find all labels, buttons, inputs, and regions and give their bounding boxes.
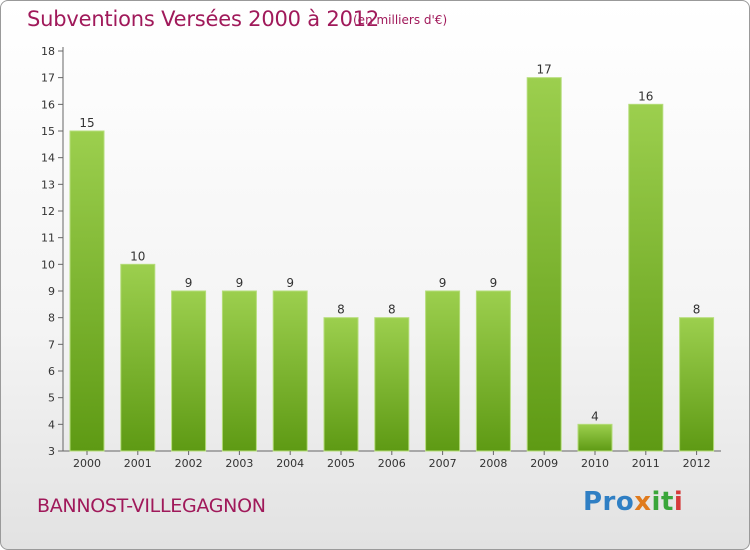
y-tick-label: 3 bbox=[48, 445, 55, 458]
bar bbox=[679, 317, 715, 452]
y-tick-label: 13 bbox=[41, 178, 55, 191]
y-tick-label: 10 bbox=[41, 258, 55, 271]
x-tick-label: 2005 bbox=[327, 457, 355, 470]
x-tick-label: 2006 bbox=[378, 457, 406, 470]
y-tick-label: 17 bbox=[41, 72, 55, 85]
x-tick-label: 2012 bbox=[683, 457, 711, 470]
bar bbox=[69, 130, 105, 452]
bar bbox=[425, 290, 461, 452]
y-tick-label: 11 bbox=[41, 232, 55, 245]
proxiti-logo: Proxiti bbox=[583, 487, 683, 517]
x-tick-label: 2000 bbox=[73, 457, 101, 470]
x-tick-label: 2001 bbox=[124, 457, 152, 470]
x-tick-label: 2007 bbox=[429, 457, 457, 470]
logo-part: Pro bbox=[583, 487, 635, 517]
bar-value-label: 8 bbox=[337, 303, 345, 317]
y-tick-label: 4 bbox=[48, 418, 55, 431]
x-tick-label: 2004 bbox=[276, 457, 304, 470]
y-tick-label: 8 bbox=[48, 312, 55, 325]
bar bbox=[526, 77, 562, 452]
bar-value-label: 16 bbox=[638, 89, 653, 103]
logo-part: x bbox=[634, 487, 652, 517]
x-tick-label: 2009 bbox=[530, 457, 558, 470]
bar bbox=[120, 263, 156, 452]
y-tick-label: 7 bbox=[48, 338, 55, 351]
bar bbox=[221, 290, 257, 452]
chart-unit: (en milliers d'€) bbox=[353, 13, 448, 27]
commune-name: BANNOST-VILLEGAGNON bbox=[37, 495, 266, 517]
bar-value-label: 9 bbox=[490, 276, 498, 290]
bar bbox=[475, 290, 511, 452]
y-tick-label: 12 bbox=[41, 205, 55, 218]
bar-value-label: 17 bbox=[537, 63, 552, 77]
y-tick-label: 6 bbox=[48, 365, 55, 378]
logo-part: i bbox=[673, 487, 684, 517]
y-tick-label: 9 bbox=[48, 285, 55, 298]
y-tick-label: 5 bbox=[48, 392, 55, 405]
bar-value-label: 8 bbox=[693, 303, 701, 317]
y-tick-label: 16 bbox=[41, 98, 55, 111]
x-tick-label: 2008 bbox=[479, 457, 507, 470]
bar-value-label: 8 bbox=[388, 303, 396, 317]
y-tick-label: 14 bbox=[41, 152, 55, 165]
bar-value-label: 4 bbox=[591, 409, 599, 423]
x-tick-label: 2010 bbox=[581, 457, 609, 470]
x-tick-label: 2002 bbox=[175, 457, 203, 470]
x-tick-label: 2011 bbox=[632, 457, 660, 470]
x-tick-label: 2003 bbox=[225, 457, 253, 470]
bar bbox=[272, 290, 308, 452]
bar bbox=[323, 317, 359, 452]
logo-part: it bbox=[651, 487, 674, 517]
bar-value-label: 10 bbox=[130, 249, 145, 263]
bar-value-label: 9 bbox=[185, 276, 193, 290]
y-tick-label: 15 bbox=[41, 125, 55, 138]
bar-value-label: 9 bbox=[236, 276, 244, 290]
bar bbox=[628, 103, 664, 452]
chart-title: Subventions Versées 2000 à 2012 bbox=[27, 7, 380, 31]
bar bbox=[171, 290, 207, 452]
bar-value-label: 9 bbox=[286, 276, 294, 290]
bar-value-label: 15 bbox=[79, 116, 94, 130]
bar-value-label: 9 bbox=[439, 276, 447, 290]
y-tick-label: 18 bbox=[41, 45, 55, 58]
bar bbox=[577, 423, 613, 452]
bar bbox=[374, 317, 410, 452]
